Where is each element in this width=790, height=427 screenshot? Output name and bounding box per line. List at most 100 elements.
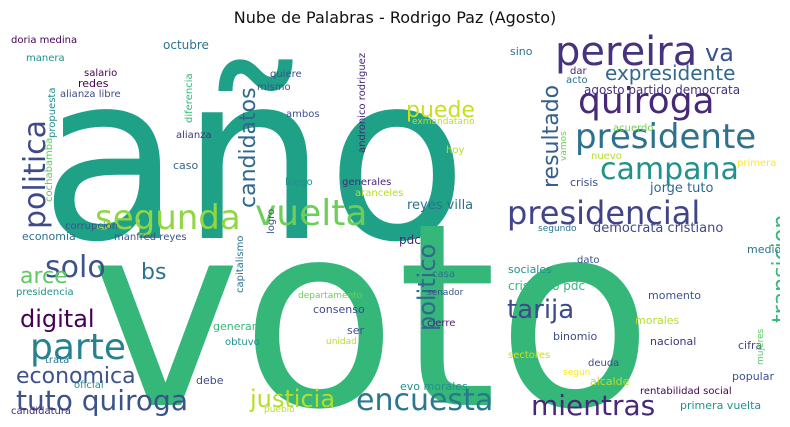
- word-corrupcion: corrupcion: [65, 221, 118, 232]
- word-presidente: presidente: [575, 117, 756, 157]
- word-dar: dar: [570, 66, 587, 77]
- word-evo-morales: evo morales: [400, 380, 468, 393]
- word-octubre: octubre: [163, 38, 209, 52]
- word-cifra: cifra: [738, 339, 762, 352]
- word-sectores: sectores: [508, 350, 550, 361]
- word-digital: digital: [20, 305, 95, 333]
- word-voto: voto: [90, 169, 653, 418]
- word-nuevo: nuevo: [591, 151, 622, 162]
- word-obtuvo: obtuvo: [225, 337, 260, 348]
- word-jorge-tuto: jorge tuto: [649, 181, 713, 196]
- word-campana: campana: [600, 152, 739, 187]
- word-tarija: tarija: [507, 295, 574, 325]
- word-candidatos: candidatos: [236, 87, 261, 208]
- word-morales: morales: [635, 314, 680, 327]
- word-deuda: deuda: [588, 358, 619, 369]
- word-puede: puede: [406, 98, 475, 123]
- word-transicion: transicion: [769, 215, 780, 323]
- chart-title: Nube de Palabras - Rodrigo Paz (Agosto): [233, 8, 557, 27]
- word-momento: momento: [648, 289, 701, 302]
- word-cochabamba: cochabamba: [44, 138, 55, 202]
- word-rentabilidad-social: rentabilidad social: [640, 386, 732, 397]
- word-nacional: nacional: [650, 335, 696, 348]
- word-sino: sino: [510, 45, 533, 58]
- word-manfred-reyes: manfred reyes: [114, 232, 187, 243]
- word-pdc: pdc: [399, 233, 421, 247]
- word-logro: logro: [266, 209, 277, 234]
- word-alianza: alianza: [176, 130, 212, 141]
- word-quiere: quiere: [270, 69, 302, 80]
- word-justicia: justicia: [249, 385, 335, 413]
- word-quiroga: quiroga: [578, 81, 715, 122]
- word-medio: medio: [747, 243, 780, 256]
- word-ser: ser: [347, 324, 364, 337]
- word-segundo: segundo: [538, 224, 577, 234]
- word-ano: año: [40, 33, 467, 293]
- word-agosto-partido-democrata: agosto partido democrata: [584, 83, 740, 97]
- word-solo: solo: [45, 250, 106, 285]
- word-oficial: oficial: [74, 380, 104, 391]
- word-vamos: vamos: [559, 131, 569, 161]
- word-dato: dato: [577, 255, 600, 266]
- word-debe: debe: [196, 374, 224, 387]
- word-economica: economica: [16, 364, 136, 389]
- word-cristiano-pdc: cristiano pdc: [508, 279, 585, 293]
- word-alcalde: alcalde: [590, 375, 630, 388]
- word-popular: popular: [732, 370, 774, 383]
- word-politico: politico: [413, 244, 441, 331]
- word-presidencial: presidencial: [507, 194, 700, 232]
- word-casa: casa: [432, 269, 455, 280]
- word-crisis: crisis: [570, 176, 598, 189]
- word-capitalismo: capitalismo: [235, 236, 246, 293]
- word-reyes-villa: reyes villa: [407, 198, 473, 213]
- word-primera-vuelta: primera vuelta: [680, 399, 761, 412]
- word-bs: bs: [141, 260, 166, 285]
- word-politica: politica: [18, 120, 53, 229]
- word-generales: generales: [342, 177, 391, 188]
- word-resultado: resultado: [539, 85, 564, 188]
- word-segunda: segunda: [95, 198, 241, 238]
- word-cierre: cierre: [427, 318, 455, 329]
- word-candidatura: candidatura: [11, 406, 71, 417]
- word-diferencia: diferencia: [184, 73, 195, 123]
- word-senador: senador: [427, 288, 464, 298]
- word-mientras: mientras: [531, 389, 655, 418]
- word-binomio: binomio: [553, 330, 598, 343]
- word-aranceles: aranceles: [355, 188, 404, 199]
- word-presidencia: presidencia: [16, 287, 74, 298]
- word-salario: salario: [84, 68, 117, 79]
- word-luego: luego: [285, 177, 313, 188]
- word-alianza-libre: alianza libre: [60, 89, 121, 100]
- word-redes: redes: [78, 77, 109, 90]
- word-ambos: ambos: [286, 109, 320, 120]
- word-parte: parte: [30, 327, 126, 368]
- word-democrata-cristiano: democrata cristiano: [593, 221, 723, 236]
- word-mismo: mismo: [257, 82, 291, 93]
- word-caso: caso: [173, 159, 199, 172]
- word-expresidente: expresidente: [605, 61, 735, 85]
- word-manera: manera: [26, 53, 65, 64]
- word-arce: arce: [20, 264, 68, 289]
- word-trata: trata: [45, 355, 69, 366]
- word-propuesta: propuesta: [47, 88, 58, 138]
- word-hoy: hoy: [446, 145, 464, 156]
- word-departamento: departamento: [298, 291, 363, 301]
- word-generar: generar: [213, 320, 257, 333]
- word-encuesta: encuesta: [356, 383, 493, 418]
- word-andronico-rodriguez: andronico rodriguez: [357, 53, 368, 153]
- word-doria-medina: doria medina: [11, 35, 77, 46]
- word-economia: economia: [22, 230, 76, 243]
- word-exmandatario: exmandatario: [412, 117, 475, 127]
- word-consenso: consenso: [313, 303, 365, 316]
- word-tuto-quiroga: tuto quiroga: [16, 384, 188, 417]
- word-pereira: pereira: [555, 33, 697, 75]
- word-va: va: [705, 39, 734, 67]
- word-primera: primera: [737, 158, 776, 169]
- word-acto: acto: [566, 75, 588, 86]
- word-pueblo: pueblo: [264, 405, 295, 415]
- word-sociales: sociales: [508, 263, 552, 276]
- word-unidad: unidad: [326, 337, 357, 347]
- word-acuerdo: acuerdo: [613, 123, 654, 134]
- word-segun: segun: [563, 368, 590, 378]
